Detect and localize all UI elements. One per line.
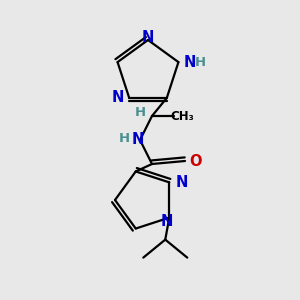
Text: N: N bbox=[142, 31, 154, 46]
Text: O: O bbox=[189, 154, 201, 169]
Text: H: H bbox=[118, 131, 130, 145]
Text: N: N bbox=[183, 55, 196, 70]
Text: H: H bbox=[194, 56, 206, 69]
Text: N: N bbox=[175, 175, 188, 190]
Text: N: N bbox=[161, 214, 173, 229]
Text: CH₃: CH₃ bbox=[170, 110, 194, 122]
Text: H: H bbox=[134, 106, 146, 118]
Text: N: N bbox=[132, 133, 144, 148]
Text: N: N bbox=[112, 90, 124, 105]
